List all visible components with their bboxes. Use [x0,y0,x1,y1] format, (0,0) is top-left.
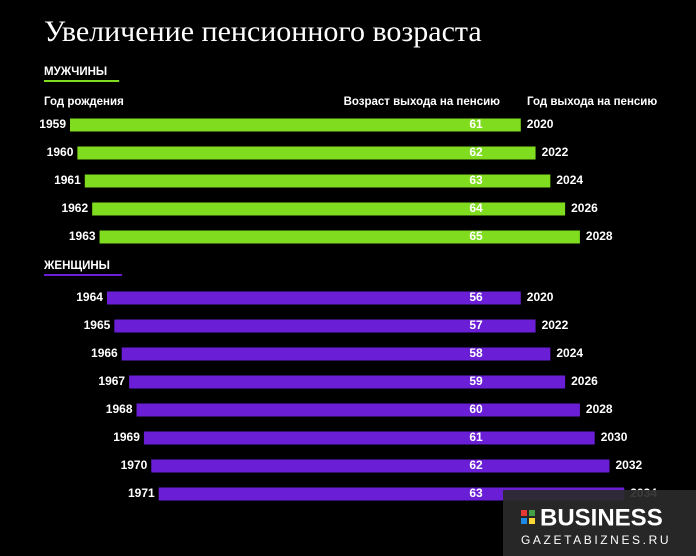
retirement-year-label: 2024 [556,173,583,187]
age-label: 62 [469,458,483,472]
logo-square [521,518,527,524]
bar [114,319,536,333]
bar [129,375,566,389]
age-label: 58 [469,346,483,360]
group-title: МУЖЧИНЫ [44,66,107,78]
watermark-box [503,490,696,556]
column-header: Год выхода на пенсию [527,96,657,108]
age-label: 61 [469,117,483,131]
birth-year-label: 1969 [113,430,140,444]
age-label: 64 [469,201,483,215]
retirement-year-label: 2026 [571,201,598,215]
bar [121,347,551,361]
logo-square [529,510,535,516]
birth-year-label: 1960 [47,145,74,159]
chart-title: Увеличение пенсионного возраста [44,15,482,48]
retirement-year-label: 2022 [542,145,569,159]
watermark-url: GAZETABIZNES.RU [521,533,671,547]
bar [84,174,551,188]
birth-year-label: 1964 [76,290,103,304]
birth-year-label: 1971 [128,486,155,500]
birth-year-label: 1962 [61,201,88,215]
age-label: 60 [469,402,483,416]
column-header: Год рождения [44,96,124,108]
bar [136,403,580,417]
retirement-year-label: 2020 [527,290,554,304]
birth-year-label: 1963 [69,229,96,243]
group-title: ЖЕНЩИНЫ [43,260,110,272]
bar [99,230,580,244]
age-label: 65 [469,229,483,243]
age-label: 56 [469,290,483,304]
retirement-year-label: 2022 [542,318,569,332]
retirement-year-label: 2028 [586,229,613,243]
retirement-year-label: 2028 [586,402,613,416]
birth-year-label: 1965 [84,318,111,332]
bar [92,202,566,216]
bar [143,431,595,445]
birth-year-label: 1961 [54,173,81,187]
birth-year-label: 1959 [39,117,66,131]
birth-year-label: 1967 [98,374,125,388]
bar [106,291,521,305]
birth-year-label: 1970 [121,458,148,472]
age-label: 57 [469,318,483,332]
logo-square [521,510,527,516]
age-label: 59 [469,374,483,388]
retirement-year-label: 2030 [601,430,628,444]
retirement-year-label: 2024 [556,346,583,360]
bar [70,118,521,132]
logo-square [529,518,535,524]
retirement-year-label: 2026 [571,374,598,388]
birth-year-label: 1966 [91,346,118,360]
age-label: 63 [469,173,483,187]
retirement-year-label: 2020 [527,117,554,131]
birth-year-label: 1968 [106,402,133,416]
age-label: 61 [469,430,483,444]
column-header: Возраст выхода на пенсию [344,96,501,108]
age-label: 63 [469,486,483,500]
age-label: 62 [469,145,483,159]
bar [77,146,536,160]
bar [151,459,610,473]
watermark-brand: BUSINESS [540,504,663,531]
retirement-year-label: 2032 [615,458,642,472]
